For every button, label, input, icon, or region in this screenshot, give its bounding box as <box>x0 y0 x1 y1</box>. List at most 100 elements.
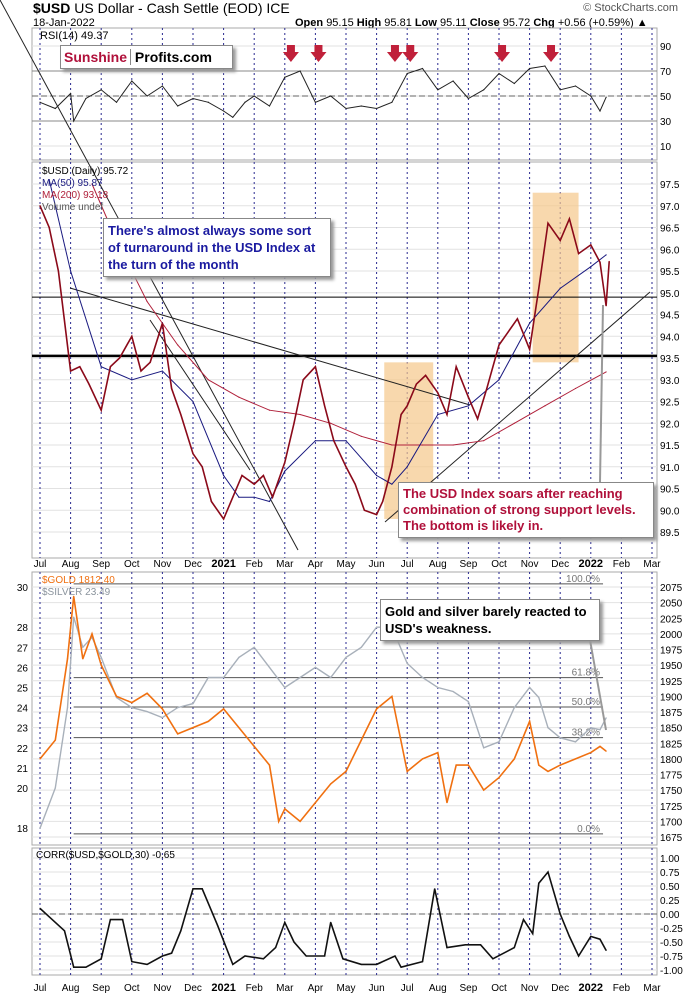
corr-line-point <box>131 961 133 963</box>
y-tick-label: 70 <box>660 67 672 78</box>
gold-line-point <box>268 764 271 766</box>
rsi-line-point <box>115 101 118 103</box>
usd-price-line-point <box>131 335 133 337</box>
ma50-line-point <box>345 440 347 442</box>
corr-line-point <box>577 955 580 957</box>
silver-legend: $SILVER 23.49 <box>42 587 111 598</box>
ma200-line-point <box>574 387 577 390</box>
open-value: 95.15 <box>326 17 354 29</box>
low-label: Low <box>414 17 437 29</box>
y-tick-label: 24 <box>17 704 29 715</box>
gold-line-point <box>54 739 56 741</box>
silver-line-point <box>421 676 424 679</box>
y-tick-label: 28 <box>17 623 29 634</box>
usd-price-line-point <box>363 509 365 511</box>
rsi-line-point <box>376 107 378 110</box>
usd-price-line-point <box>192 453 194 455</box>
x-tick-label: Nov <box>521 983 539 994</box>
gold-line-point <box>253 745 255 747</box>
corr-line-point <box>394 955 396 957</box>
rsi-line-point <box>605 96 607 98</box>
gold-line-point <box>421 758 424 760</box>
x-tick-label: Dec <box>551 983 569 994</box>
down-arrow-icon <box>543 45 560 62</box>
panel-frame <box>31 847 658 976</box>
usd-price-line-point <box>70 370 72 372</box>
y-tick-label: 1875 <box>660 708 683 719</box>
gold-line-point <box>146 692 148 694</box>
note-pointer <box>599 304 604 483</box>
y-tick-label: 1775 <box>660 771 683 782</box>
y-tick-label: -0.25 <box>660 924 683 935</box>
ma50-line-point <box>100 366 102 368</box>
silver-line-point <box>39 827 41 829</box>
y-tick-label: 22 <box>17 744 29 755</box>
low-value: 95.11 <box>439 17 467 29</box>
gold-line-point <box>284 808 286 810</box>
y-tick-label: 92.5 <box>660 398 680 409</box>
rsi-line-point <box>314 101 316 103</box>
gold-line-point <box>238 727 240 729</box>
down-arrow-icon <box>386 45 403 62</box>
usd-price-line-point <box>467 396 469 398</box>
y-tick-label: 95.5 <box>660 267 680 278</box>
corr-line-point <box>590 935 592 938</box>
usd-price-line-point <box>354 483 356 485</box>
y-tick-label: 0.00 <box>660 910 680 921</box>
silver-line-point <box>223 676 225 679</box>
usd-price-line-point <box>161 322 163 324</box>
note-usd-bottom: The USD Index soars after reaching combi… <box>398 482 654 538</box>
x-tick-label: Nov <box>154 559 172 570</box>
usd-price-line-point <box>382 500 384 503</box>
rsi-line-point <box>452 80 454 82</box>
silver-line-point <box>574 741 577 743</box>
down-arrow-icon <box>310 45 327 62</box>
gold-line-point <box>207 720 209 722</box>
x-tick-label: May <box>337 983 356 994</box>
ma200-line-point <box>177 344 179 346</box>
corr-line-point <box>400 966 402 968</box>
silver-line-point <box>161 717 163 719</box>
y-tick-label: 50 <box>660 92 672 103</box>
ma200-line-point <box>360 435 362 437</box>
rsi-line-point <box>406 72 408 75</box>
down-arrow-icon <box>494 45 511 62</box>
y-tick-label: 93.5 <box>660 354 680 365</box>
gold-line-point <box>330 783 332 785</box>
silver-line-point <box>284 686 286 689</box>
gold-line-point <box>100 664 102 666</box>
rsi-line-point <box>85 97 87 100</box>
usd-legend: $USD (Daily) 95.72 <box>42 166 129 177</box>
gold-line <box>39 596 607 825</box>
note-gold-silver: Gold and silver barely reacted to USD's … <box>380 599 600 641</box>
ma200-line-point <box>452 444 454 446</box>
usd-price-line-point <box>88 383 90 385</box>
x-tick-label: Mar <box>276 983 294 994</box>
gold-line-point <box>345 770 347 772</box>
rsi-line-point <box>299 70 301 72</box>
silver-line-point <box>207 676 209 679</box>
x-tick-label: May <box>337 559 356 570</box>
gold-line-point <box>599 745 601 747</box>
silver-line-point <box>605 717 607 719</box>
silver-line-point <box>100 656 102 658</box>
gold-line-point <box>467 764 469 766</box>
high-value: 95.81 <box>384 17 412 29</box>
usd-price-line-point <box>599 261 601 263</box>
x-tick-label: Oct <box>491 983 507 994</box>
rsi-line-point <box>192 97 194 100</box>
usd-price-line-point <box>507 331 509 333</box>
corr-line-point <box>275 947 277 949</box>
x-tick-label: Aug <box>62 983 80 994</box>
corr-line-point <box>201 888 203 890</box>
usd-price-line-point <box>455 366 457 368</box>
gold-line-point <box>39 758 41 760</box>
instrument-name: US Dollar - Cash Settle (EOD) <box>74 0 263 16</box>
ma50-line-point <box>192 400 194 403</box>
down-arrow-icon <box>402 45 419 62</box>
y-tick-label: 0.75 <box>660 868 680 879</box>
gold-line-point <box>547 770 549 772</box>
usd-price-line-point <box>223 518 225 520</box>
y-tick-label: 95.0 <box>660 289 680 300</box>
rsi-line-point <box>498 72 500 75</box>
